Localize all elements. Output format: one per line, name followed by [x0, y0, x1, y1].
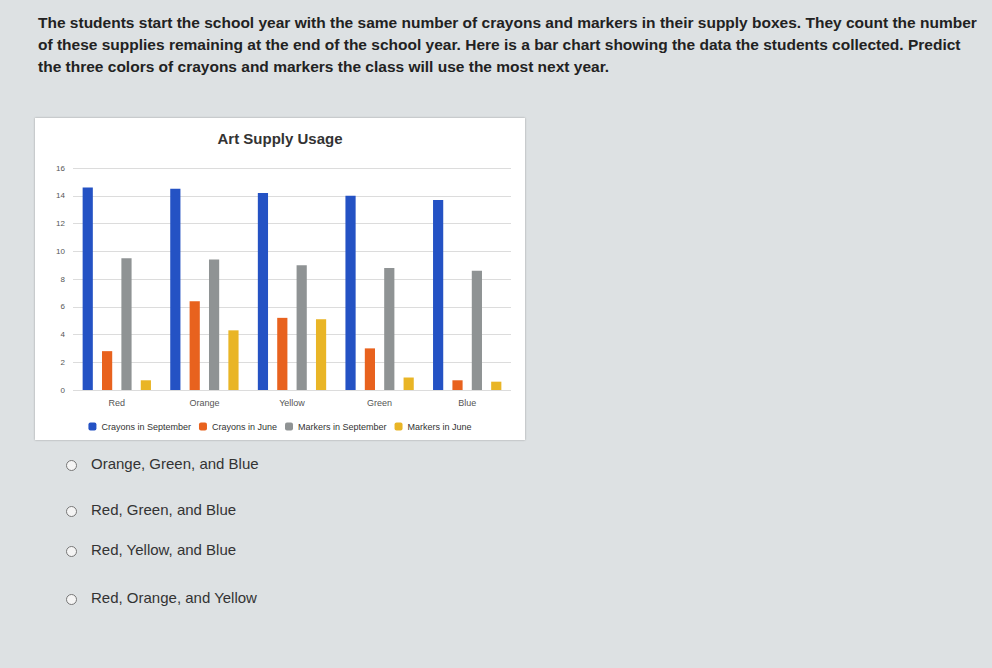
html-text:The students start the school: The students start the school year with … — [38, 14, 977, 75]
html-text:Red, Green, and Blue: Red, Green, and Blue — [91, 501, 237, 518]
svg-text:Orange: Orange — [189, 398, 219, 408]
svg-text:2: 2 — [61, 358, 66, 367]
html-text:Red, Yellow, and Blue: Red, Yellow, and Blue — [91, 541, 237, 558]
svg-text:6: 6 — [61, 302, 66, 311]
html-text:Red, Orange, and Yellow: Red, Orange, and Yellow — [91, 589, 257, 606]
svg-text:Markers in September: Markers in September — [298, 422, 387, 432]
svg-text:Red: Red — [109, 398, 126, 408]
svg-text:Yellow: Yellow — [279, 398, 305, 408]
svg-text:10: 10 — [56, 247, 65, 256]
svg-text:4: 4 — [61, 330, 66, 339]
svg-text:Markers in June: Markers in June — [408, 422, 472, 432]
svg-text:14: 14 — [56, 191, 65, 200]
svg-text:16: 16 — [56, 164, 65, 173]
html-text:Orange, Green, and Blue: Orange, Green, and Blue — [91, 455, 259, 472]
svg-text:Blue: Blue — [458, 398, 476, 408]
svg-text:Crayons in September: Crayons in September — [101, 422, 191, 432]
svg-text:8: 8 — [61, 275, 66, 284]
svg-text:Art Supply Usage: Art Supply Usage — [217, 130, 342, 147]
svg-text:0: 0 — [61, 386, 66, 395]
svg-text:Green: Green — [367, 398, 392, 408]
svg-text:12: 12 — [56, 219, 65, 228]
svg-text:Crayons in June: Crayons in June — [212, 422, 277, 432]
